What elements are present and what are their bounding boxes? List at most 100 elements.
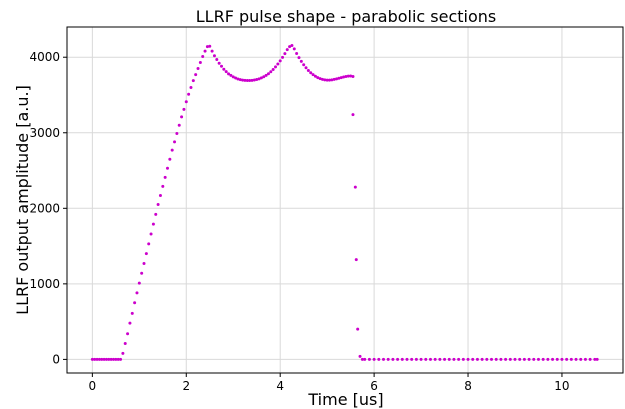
- data-point: [414, 357, 418, 361]
- data-point: [140, 271, 144, 275]
- data-point: [133, 301, 137, 305]
- data-point: [466, 357, 470, 361]
- data-point: [480, 357, 484, 361]
- data-point: [299, 59, 303, 63]
- data-point: [295, 51, 299, 55]
- data-point: [100, 357, 104, 361]
- data-point: [513, 357, 517, 361]
- data-point: [555, 357, 559, 361]
- data-point: [168, 157, 172, 161]
- data-point: [433, 357, 437, 361]
- y-tick-label: 4000: [29, 50, 60, 64]
- y-axis: 0 1000 2000 3000 4000: [29, 50, 67, 366]
- y-axis-label: LLRF output amplitude [a.u.]: [13, 85, 32, 315]
- data-point: [252, 78, 256, 82]
- data-point: [147, 242, 151, 246]
- x-tick-label: 6: [370, 379, 378, 393]
- data-point: [335, 77, 339, 81]
- data-point: [144, 252, 148, 256]
- data-point: [236, 77, 240, 81]
- data-point: [583, 357, 587, 361]
- y-tick-label: 1000: [29, 277, 60, 291]
- data-point: [175, 132, 179, 136]
- data-point: [234, 76, 238, 80]
- data-point: [104, 357, 108, 361]
- data-point: [593, 357, 597, 361]
- data-point: [95, 357, 99, 361]
- data-point: [126, 332, 130, 336]
- data-point: [170, 148, 174, 152]
- data-point: [130, 311, 134, 315]
- data-point: [128, 321, 132, 325]
- data-point: [536, 357, 540, 361]
- data-point: [93, 357, 97, 361]
- data-point: [565, 357, 569, 361]
- data-point: [351, 74, 355, 78]
- data-point: [367, 357, 371, 361]
- data-point: [231, 75, 235, 79]
- data-point: [205, 45, 209, 49]
- chart-title: LLRF pulse shape - parabolic sections: [196, 7, 497, 26]
- data-point: [323, 78, 327, 82]
- data-point: [339, 76, 343, 80]
- data-point: [135, 291, 139, 295]
- data-point: [123, 342, 127, 346]
- data-point: [111, 357, 115, 361]
- data-point: [227, 72, 231, 76]
- data-point: [191, 79, 195, 83]
- data-point: [518, 357, 522, 361]
- data-point: [579, 357, 583, 361]
- data-points: [90, 44, 599, 361]
- data-point: [306, 68, 310, 72]
- data-point: [471, 357, 475, 361]
- data-point: [419, 357, 423, 361]
- data-point: [97, 357, 101, 361]
- data-point: [222, 67, 226, 71]
- data-point: [184, 100, 188, 104]
- data-point: [490, 357, 494, 361]
- data-point: [346, 74, 350, 78]
- data-point: [109, 357, 113, 361]
- data-point: [198, 61, 202, 65]
- data-point: [541, 357, 545, 361]
- data-point: [330, 78, 334, 82]
- data-point: [344, 74, 348, 78]
- data-point: [177, 123, 181, 127]
- data-point: [318, 77, 322, 81]
- data-point: [551, 357, 555, 361]
- x-axis-label: Time [us]: [307, 390, 383, 409]
- x-tick-label: 10: [554, 379, 569, 393]
- data-point: [358, 354, 362, 358]
- data-point: [149, 232, 153, 236]
- data-point: [546, 357, 550, 361]
- data-point: [262, 75, 266, 79]
- data-point: [457, 357, 461, 361]
- data-point: [121, 351, 125, 355]
- data-point: [194, 73, 198, 77]
- data-point: [180, 115, 184, 119]
- data-point: [351, 113, 355, 117]
- data-point: [278, 59, 282, 63]
- data-point: [443, 357, 447, 361]
- data-point: [313, 74, 317, 78]
- data-point: [173, 140, 177, 144]
- data-point: [161, 184, 165, 188]
- data-point: [196, 67, 200, 71]
- data-point: [309, 71, 313, 75]
- data-point: [151, 222, 155, 226]
- data-point: [508, 357, 512, 361]
- data-point: [114, 357, 118, 361]
- data-point: [372, 357, 376, 361]
- data-point: [382, 357, 386, 361]
- data-point: [424, 357, 428, 361]
- data-point: [243, 78, 247, 82]
- data-point: [210, 49, 214, 53]
- data-point: [276, 62, 280, 66]
- x-tick-label: 0: [89, 379, 97, 393]
- data-point: [304, 66, 308, 70]
- data-point: [250, 78, 254, 82]
- data-point: [349, 74, 353, 78]
- x-tick-label: 2: [182, 379, 190, 393]
- data-point: [353, 185, 357, 189]
